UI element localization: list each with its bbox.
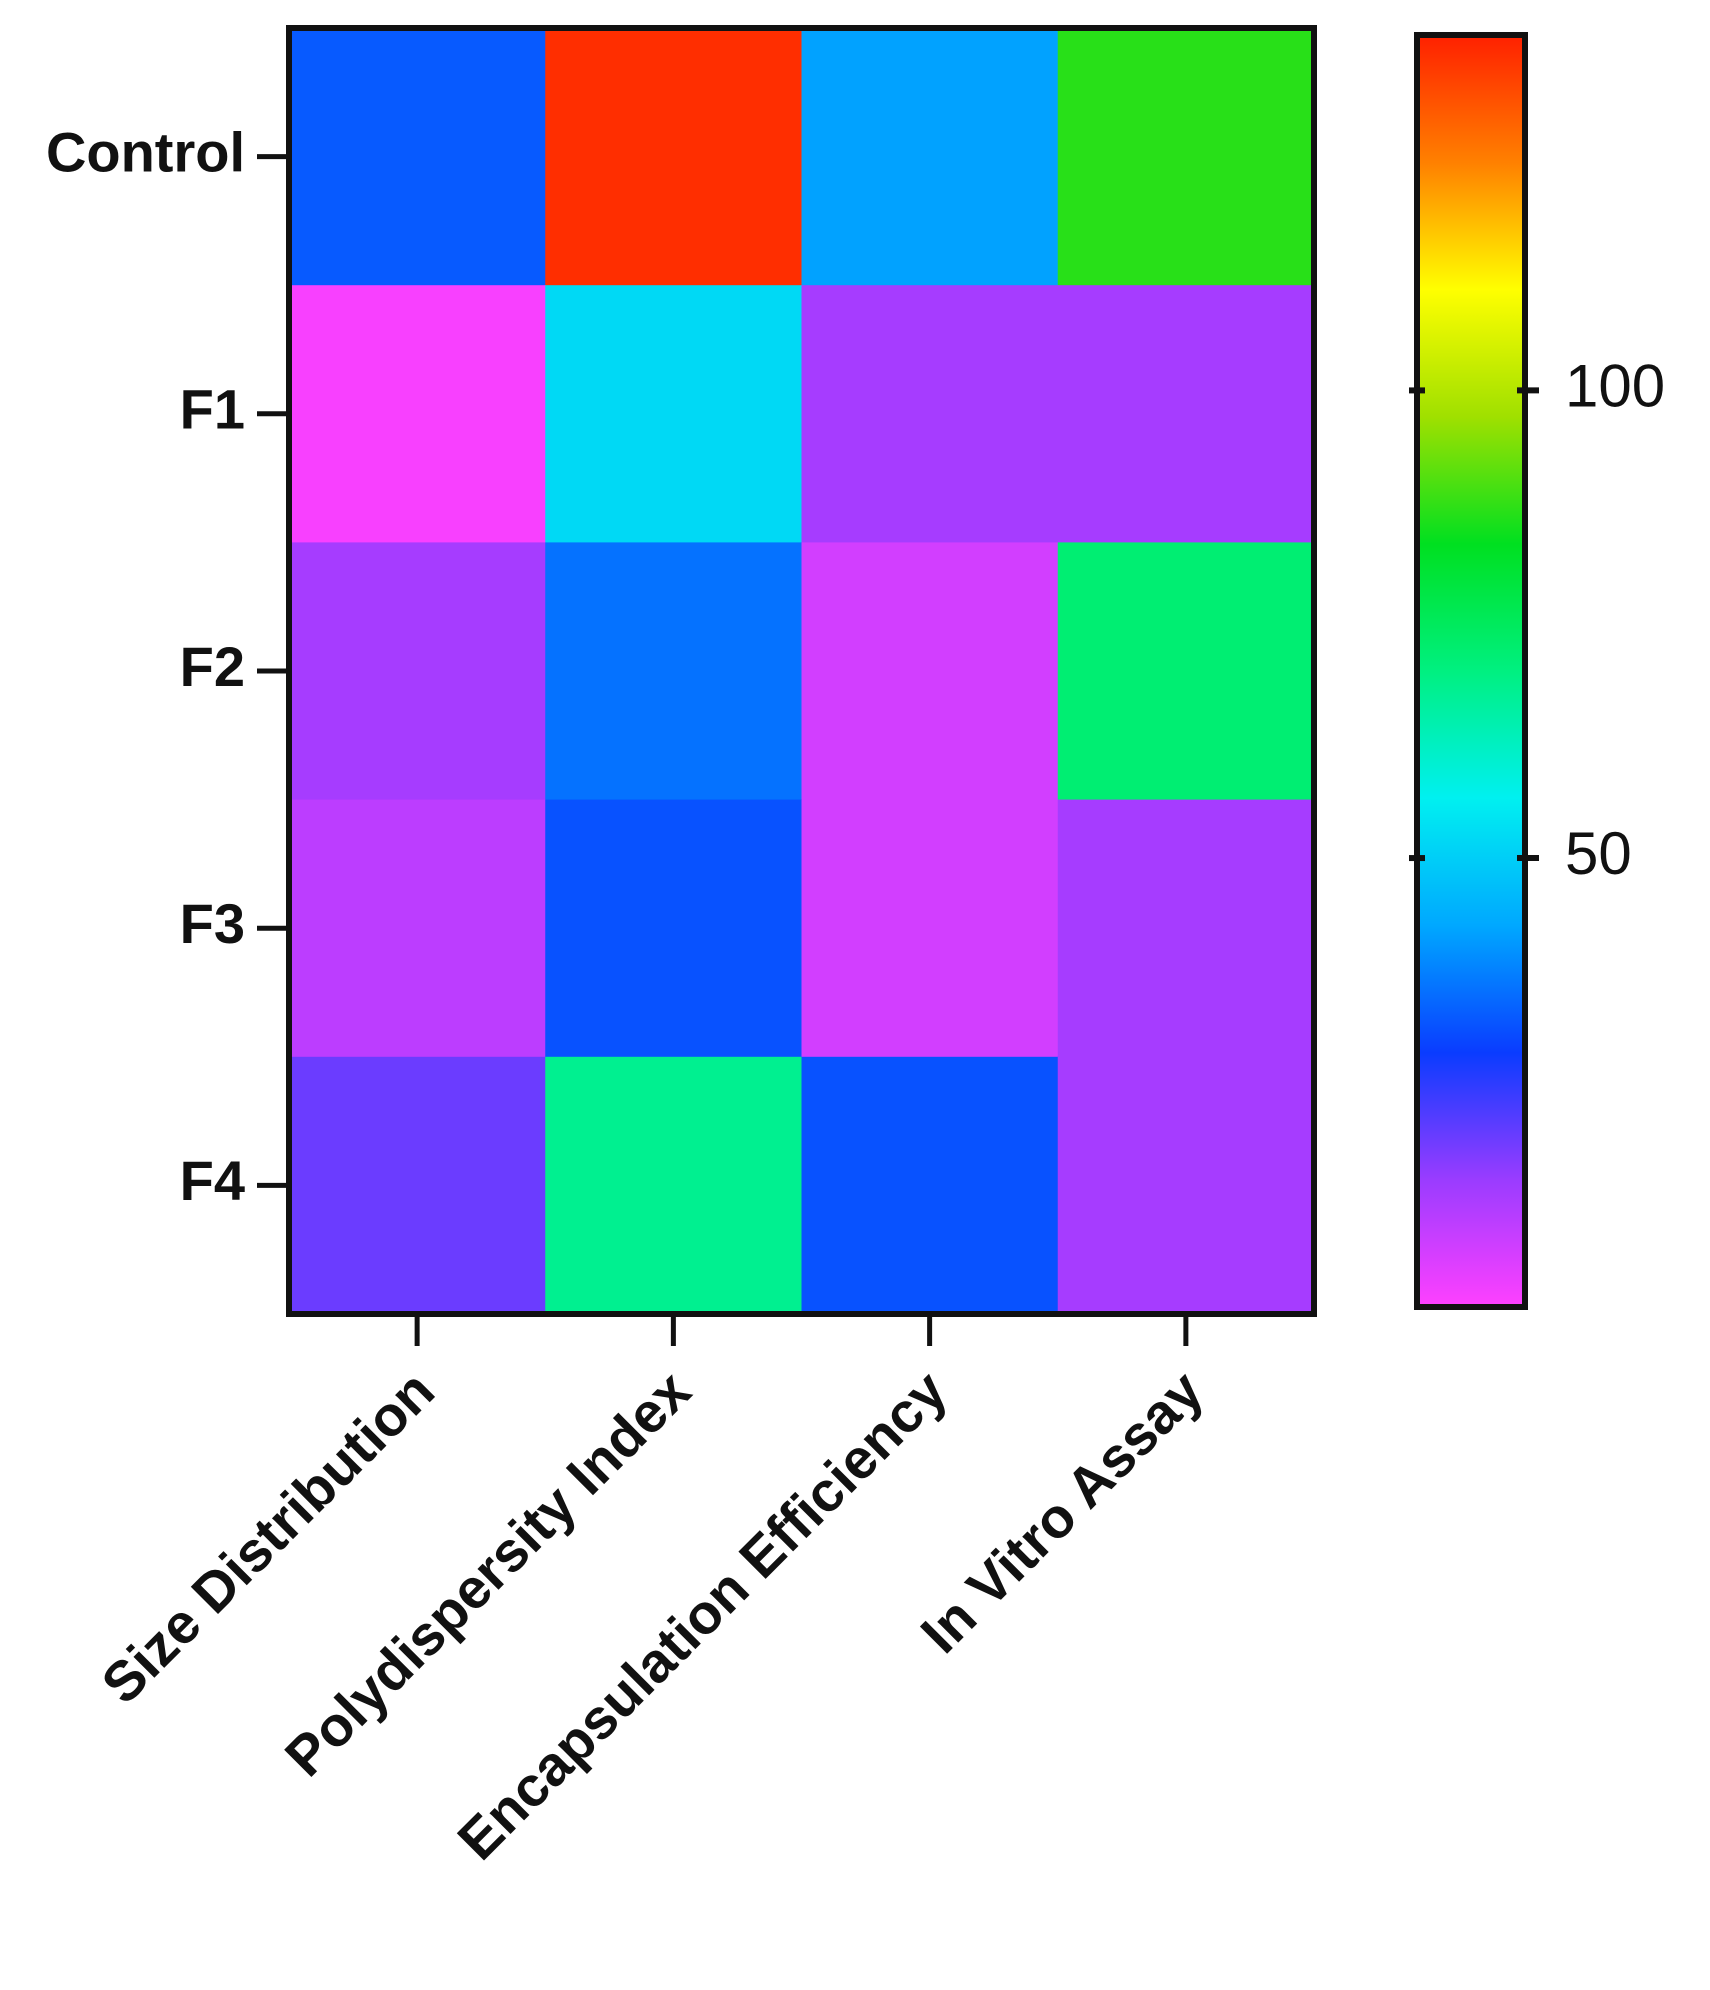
heat-cell <box>801 799 1059 1058</box>
heat-cell <box>289 542 546 801</box>
heat-cell <box>1057 1056 1315 1315</box>
heat-cell <box>1057 799 1315 1058</box>
row-label: F3 <box>180 892 245 955</box>
heat-cell <box>289 285 546 543</box>
heat-cell <box>289 1056 546 1315</box>
heat-cell <box>545 542 802 801</box>
heat-cell <box>545 28 802 286</box>
heat-cell <box>289 28 546 286</box>
heat-cell <box>289 799 546 1058</box>
row-label: F1 <box>180 378 245 441</box>
heat-cell <box>801 542 1059 801</box>
colorbar-tick-label: 100 <box>1565 352 1665 419</box>
colorbar-tick-label: 50 <box>1565 820 1632 887</box>
heat-cell <box>801 28 1059 286</box>
row-label: F2 <box>180 635 245 698</box>
heat-cell <box>801 285 1059 543</box>
column-label: Encapsulation Efficiency <box>445 1358 958 1871</box>
row-label: F4 <box>180 1149 245 1212</box>
colorbar <box>1414 32 1528 1310</box>
heat-cell <box>1057 28 1315 286</box>
heat-cell <box>545 1056 802 1315</box>
row-label: Control <box>46 120 245 183</box>
heat-cell <box>801 1056 1059 1315</box>
heat-cell <box>1057 285 1315 543</box>
plot-frame <box>286 25 1317 1317</box>
heat-cell <box>1057 542 1315 801</box>
heat-cell <box>545 285 802 543</box>
heat-cell <box>545 799 802 1058</box>
